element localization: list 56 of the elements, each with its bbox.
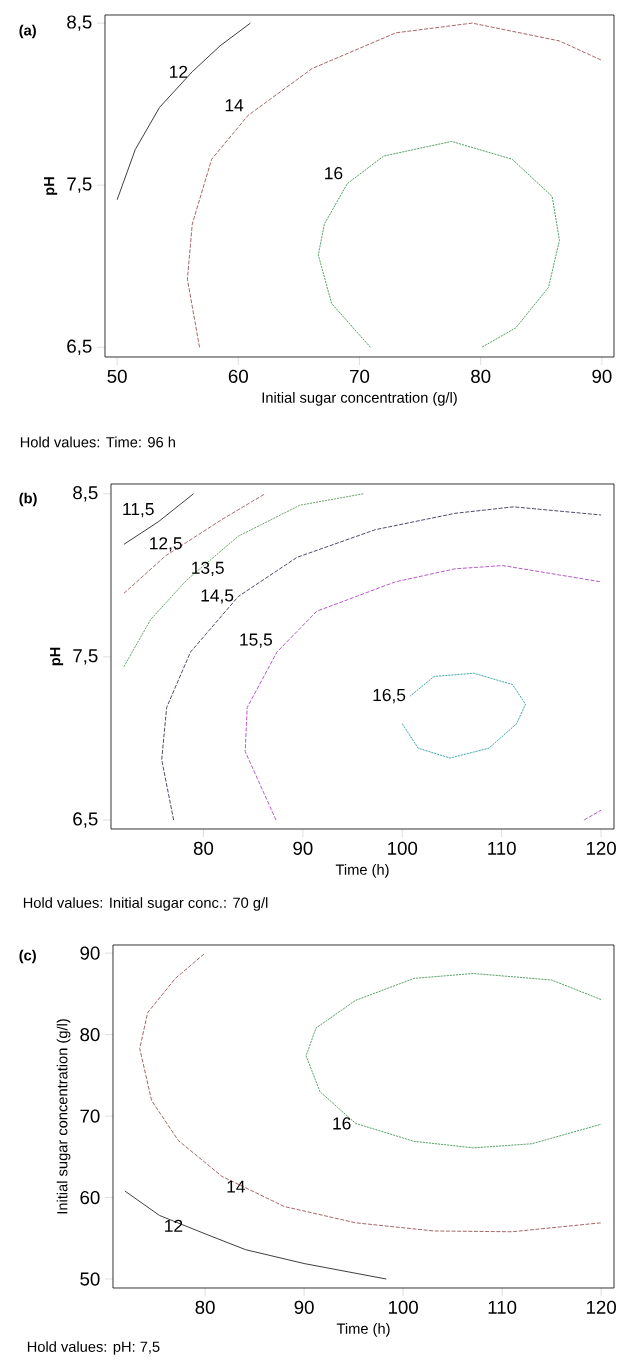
x-tick-label: 90 bbox=[592, 369, 612, 383]
series-label: 16 bbox=[333, 1117, 351, 1130]
text: (b) bbox=[19, 492, 37, 507]
series-label: 13,5 bbox=[192, 561, 224, 576]
x-tick-label: 100 bbox=[388, 841, 418, 855]
y-tick-label: 50 bbox=[80, 1272, 100, 1286]
y-tick-label: 70 bbox=[80, 1109, 100, 1123]
series-label: 16,5 bbox=[373, 688, 406, 704]
series-label: 12 bbox=[165, 1219, 183, 1232]
text: Hold values: Initial sugar conc.: 70 g/l bbox=[23, 897, 268, 911]
y-tick-label: 8,5 bbox=[67, 15, 92, 31]
series-label: 16 bbox=[325, 167, 343, 180]
y-tick-label: 60 bbox=[80, 1190, 100, 1205]
y-axis-title: pH bbox=[44, 177, 58, 195]
y-tick-label: 7,5 bbox=[67, 177, 92, 193]
x-tick-label: 80 bbox=[193, 841, 214, 855]
x-tick-label: 90 bbox=[294, 1300, 314, 1314]
x-tick-label: 70 bbox=[350, 369, 370, 383]
x-tick-label: 90 bbox=[293, 841, 313, 855]
line-series bbox=[116, 22, 251, 201]
line-series bbox=[139, 953, 602, 1233]
y-tick-label: 8,5 bbox=[73, 486, 98, 502]
series-label: 12,5 bbox=[150, 537, 182, 552]
line-series bbox=[186, 22, 603, 348]
text: (a) bbox=[19, 24, 36, 39]
y-axis-title: pH bbox=[50, 647, 64, 666]
text: Hold values: Time: 96 h bbox=[20, 436, 175, 448]
x-axis-title: Time (h) bbox=[336, 1323, 390, 1337]
x-tick-label: 50 bbox=[107, 369, 127, 383]
series-label: 14,5 bbox=[201, 589, 234, 604]
series-label: 14 bbox=[225, 99, 244, 112]
x-tick-label: 80 bbox=[195, 1300, 215, 1314]
x-tick-label: 110 bbox=[488, 841, 516, 855]
line-series bbox=[123, 493, 364, 668]
x-tick-label: 110 bbox=[488, 1300, 517, 1314]
line-series bbox=[317, 140, 560, 348]
series-label: 14 bbox=[227, 1180, 245, 1193]
series-label: 15,5 bbox=[240, 633, 273, 648]
y-tick-label: 6,5 bbox=[73, 812, 98, 828]
x-axis-title: Initial sugar concentration (g/l) bbox=[262, 392, 457, 406]
text: Hold values: pH: 7,5 bbox=[27, 1341, 160, 1355]
y-tick-label: 80 bbox=[80, 1027, 100, 1042]
series-label: 11,5 bbox=[123, 503, 154, 518]
series-label: 12 bbox=[170, 65, 188, 78]
y-tick-label: 6,5 bbox=[67, 339, 92, 355]
y-tick-label: 7,5 bbox=[73, 649, 98, 665]
line-series bbox=[305, 973, 602, 1149]
x-tick-label: 100 bbox=[388, 1300, 418, 1314]
y-axis-title: Initial sugar concentration (g/l) bbox=[56, 1019, 71, 1214]
x-tick-label: 120 bbox=[586, 841, 616, 855]
x-axis-title: Time (h) bbox=[335, 864, 389, 878]
chart-title: (c) bbox=[19, 949, 36, 964]
x-tick-label: 80 bbox=[471, 369, 491, 383]
x-tick-label: 60 bbox=[228, 369, 248, 383]
x-tick-label: 120 bbox=[586, 1300, 616, 1314]
y-tick-label: 90 bbox=[80, 946, 100, 960]
